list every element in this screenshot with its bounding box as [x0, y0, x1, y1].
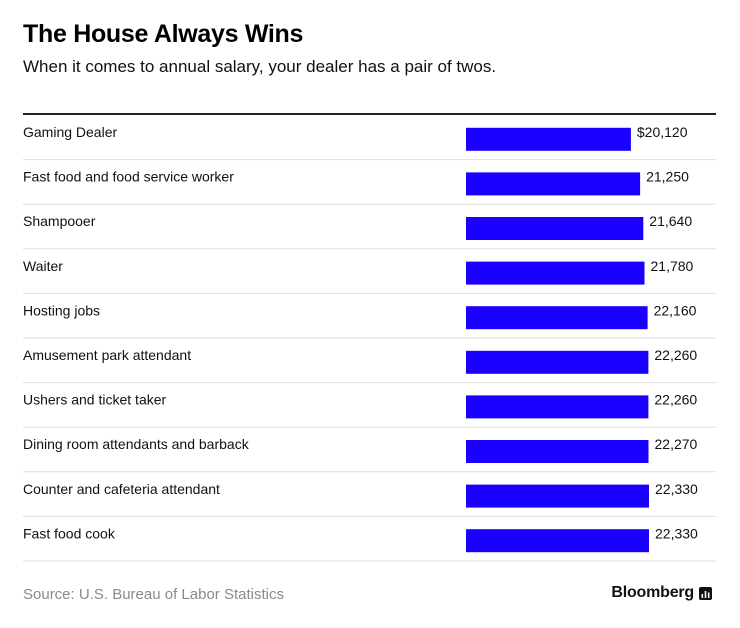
- category-label: Fast food cook: [23, 525, 116, 541]
- chart-title: The House Always Wins: [23, 20, 304, 48]
- bar: [466, 127, 631, 151]
- bar: [466, 395, 649, 419]
- value-label: 21,780: [651, 258, 694, 274]
- value-label: $20,120: [637, 124, 688, 140]
- brand-name: Bloomberg: [611, 584, 694, 601]
- category-label: Hosting jobs: [23, 302, 100, 318]
- category-label: Gaming Dealer: [23, 124, 117, 140]
- value-label: 22,260: [654, 392, 697, 408]
- bar: [466, 172, 641, 196]
- value-label: 22,270: [655, 436, 698, 452]
- value-label: 22,330: [655, 481, 698, 497]
- bar: [466, 529, 649, 553]
- category-label: Ushers and ticket taker: [23, 392, 167, 408]
- brand-logo: Bloomberg: [611, 584, 712, 602]
- value-label: 21,640: [649, 213, 692, 229]
- value-label: 22,260: [654, 347, 697, 363]
- value-label: 22,160: [654, 302, 697, 318]
- source-note: Source: U.S. Bureau of Labor Statistics: [23, 586, 284, 603]
- bar: [466, 217, 644, 240]
- bar: [466, 484, 649, 508]
- value-label: 21,250: [646, 169, 689, 185]
- category-label: Waiter: [23, 258, 63, 274]
- bar: [466, 440, 649, 463]
- category-label: Counter and cafeteria attendant: [23, 481, 220, 497]
- bloomberg-chart-icon: [699, 586, 712, 600]
- bar: [466, 306, 648, 330]
- category-label: Shampooer: [23, 213, 96, 229]
- category-label: Fast food and food service worker: [23, 169, 234, 185]
- category-label: Amusement park attendant: [23, 347, 191, 363]
- bar: [466, 261, 645, 285]
- category-label: Dining room attendants and barback: [23, 436, 250, 452]
- top-rule: [23, 113, 716, 115]
- bar: [466, 350, 649, 374]
- value-label: 22,330: [655, 525, 698, 541]
- chart-subtitle: When it comes to annual salary, your dea…: [23, 57, 497, 76]
